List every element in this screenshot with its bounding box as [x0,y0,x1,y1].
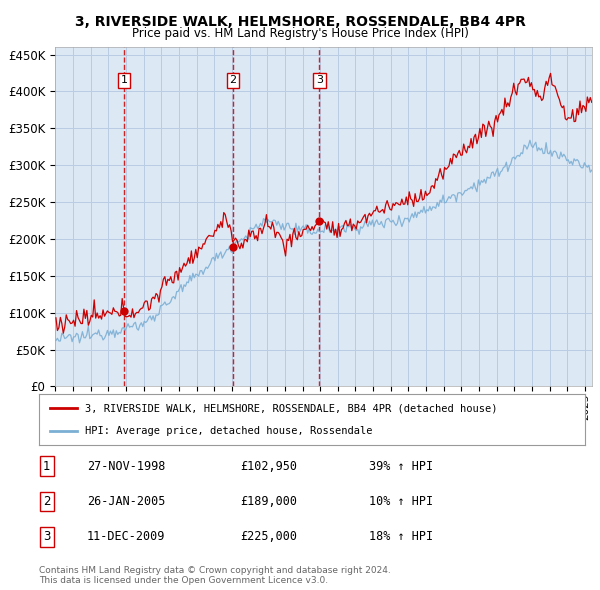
Text: 2: 2 [43,495,50,508]
Text: 3, RIVERSIDE WALK, HELMSHORE, ROSSENDALE, BB4 4PR (detached house): 3, RIVERSIDE WALK, HELMSHORE, ROSSENDALE… [85,403,498,413]
Text: HPI: Average price, detached house, Rossendale: HPI: Average price, detached house, Ross… [85,426,373,436]
Text: 2: 2 [230,76,236,86]
Text: 1: 1 [43,460,50,473]
Text: Contains HM Land Registry data © Crown copyright and database right 2024.
This d: Contains HM Land Registry data © Crown c… [39,566,391,585]
Text: 1: 1 [121,76,128,86]
Text: £225,000: £225,000 [240,530,297,543]
Text: 11-DEC-2009: 11-DEC-2009 [87,530,166,543]
Text: £189,000: £189,000 [240,495,297,508]
Text: 10% ↑ HPI: 10% ↑ HPI [369,495,433,508]
Text: 3, RIVERSIDE WALK, HELMSHORE, ROSSENDALE, BB4 4PR: 3, RIVERSIDE WALK, HELMSHORE, ROSSENDALE… [74,15,526,29]
Text: 18% ↑ HPI: 18% ↑ HPI [369,530,433,543]
Text: Price paid vs. HM Land Registry's House Price Index (HPI): Price paid vs. HM Land Registry's House … [131,27,469,40]
Text: 3: 3 [316,76,323,86]
Text: £102,950: £102,950 [240,460,297,473]
Text: 3: 3 [43,530,50,543]
Text: 26-JAN-2005: 26-JAN-2005 [87,495,166,508]
Text: 27-NOV-1998: 27-NOV-1998 [87,460,166,473]
Text: 39% ↑ HPI: 39% ↑ HPI [369,460,433,473]
